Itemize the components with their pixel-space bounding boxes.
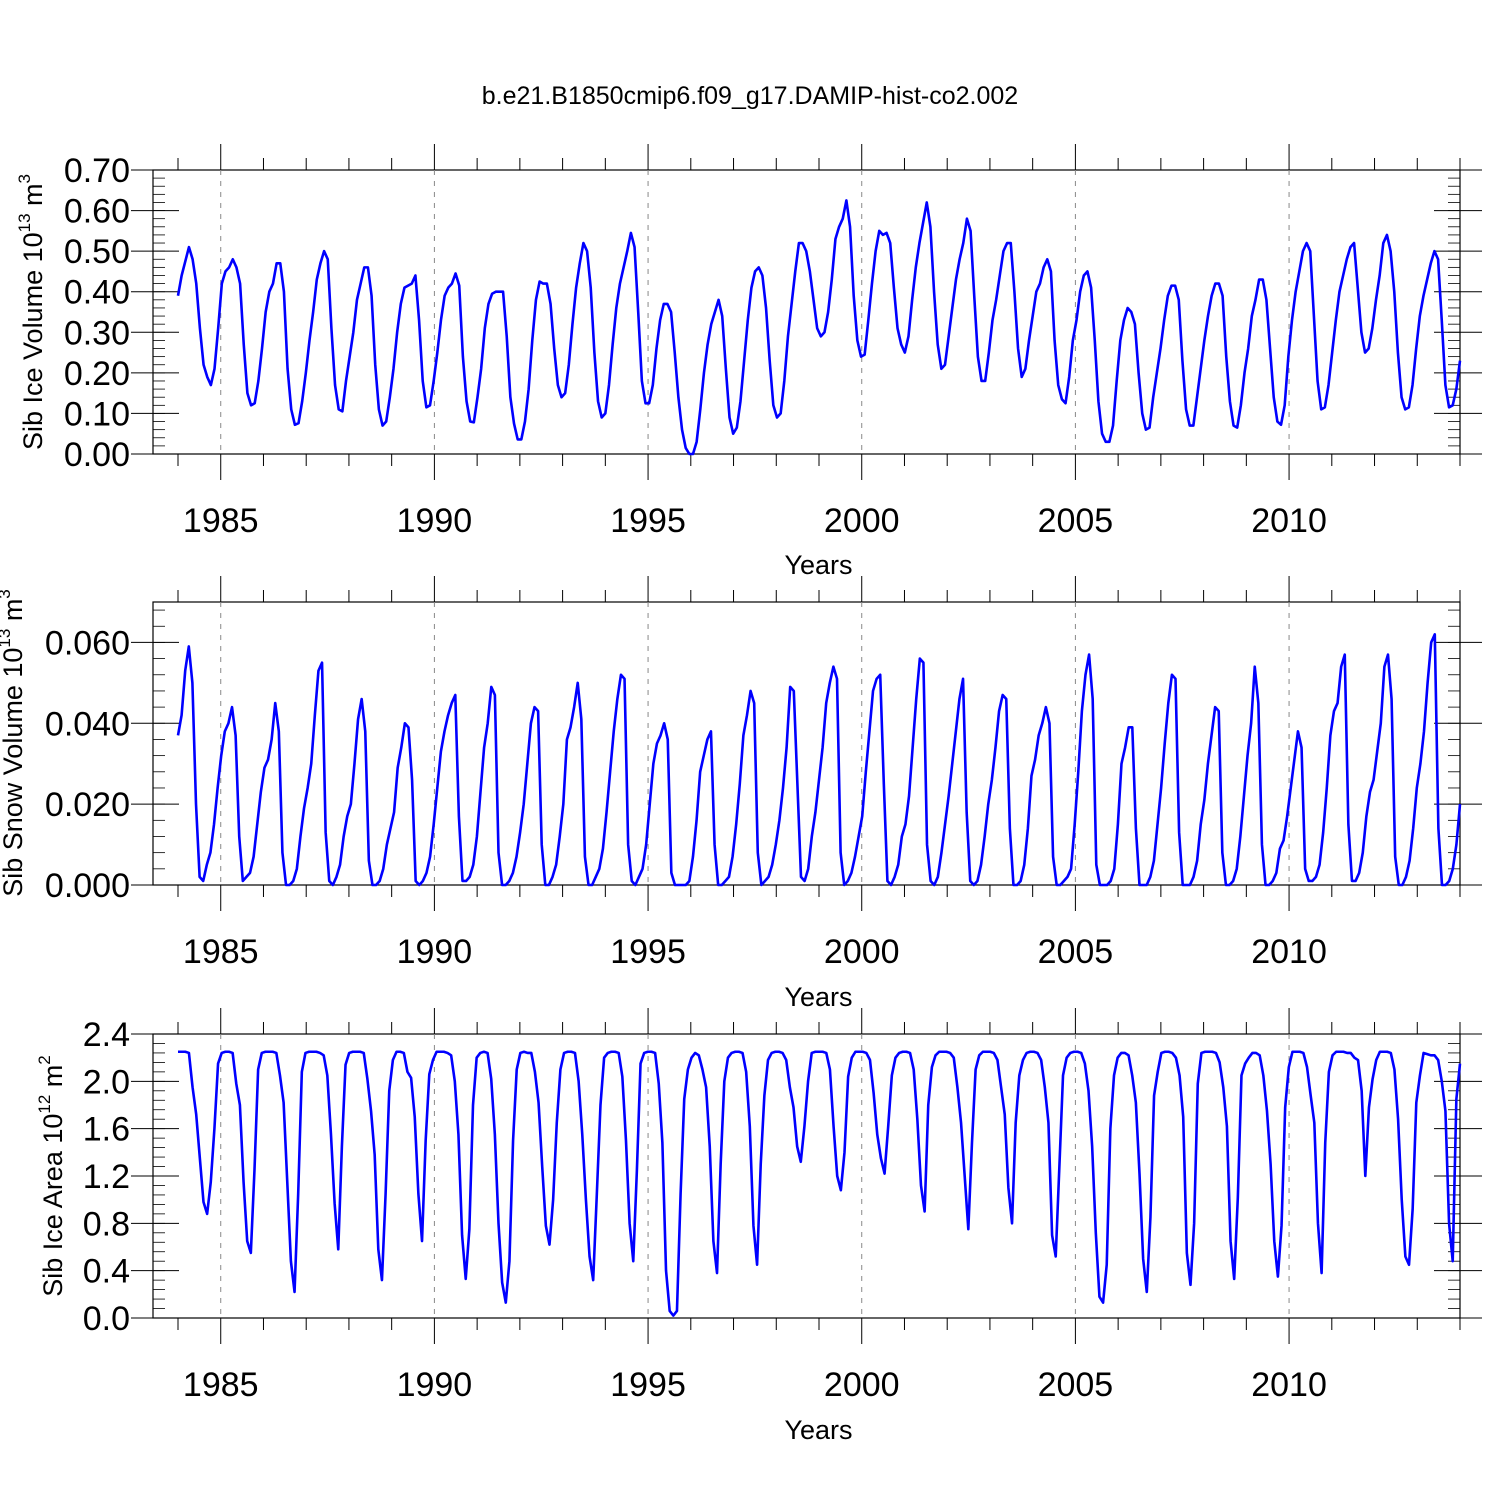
ice-area-ylabel-unit: m xyxy=(38,1065,68,1095)
ice-area-series-line xyxy=(178,1050,1462,1317)
ice-volume-xtick-label-1990: 1990 xyxy=(397,502,473,540)
snow-volume-ytick-label-2: 0.040 xyxy=(45,705,130,743)
ice-area-ytick-label-3: 1.2 xyxy=(83,1158,130,1196)
snow-volume-xtick-label-1990: 1990 xyxy=(397,933,473,971)
snow-volume-series-line xyxy=(176,633,1462,887)
snow-volume-ytick-label-1: 0.020 xyxy=(45,786,130,824)
ice-area-ytick-label-0: 0.0 xyxy=(83,1300,130,1338)
ice-volume-ytick-label-5: 0.50 xyxy=(64,233,130,271)
ice-volume-xlabel: Years xyxy=(784,550,852,580)
snow-volume-plot-frame xyxy=(152,601,1461,886)
ice-volume-xtick-label-2005: 2005 xyxy=(1038,502,1114,540)
ice-volume-xtick-label-1985: 1985 xyxy=(183,502,259,540)
ice-volume-plot-frame xyxy=(152,169,1461,455)
snow-volume-panel: 1985 1990 1995 2000 2005 2010 Years 0.000 0.020 0… xyxy=(0,576,1482,1012)
ice-volume-ytick-label-4: 0.40 xyxy=(64,274,130,312)
ice-volume-ytick-label-0: 0.00 xyxy=(64,436,130,474)
ice-area-xtick-label-2005: 2005 xyxy=(1038,1366,1114,1404)
ice-volume-ytick-label-3: 0.30 xyxy=(64,314,130,352)
snow-volume-xtick-label-1985: 1985 xyxy=(183,933,259,971)
snow-volume-xtick-label-2000: 2000 xyxy=(824,933,900,971)
snow-volume-xtick-label-2010: 2010 xyxy=(1251,933,1327,971)
ice-volume-ytick-label-6: 0.60 xyxy=(64,193,130,231)
figure-title: b.e21.B1850cmip6.f09_g17.DAMIP-hist-co2.… xyxy=(482,82,1018,110)
ice-area-ytick-label-1: 0.4 xyxy=(83,1253,130,1291)
snow-volume-ytick-label-0: 0.000 xyxy=(45,867,130,905)
ice-area-xtick-label-2010: 2010 xyxy=(1251,1366,1327,1404)
snow-volume-ylabel-text: Sib Snow Volume 10 xyxy=(0,648,28,897)
snow-volume-xlabel: Years xyxy=(784,982,852,1012)
snow-volume-xtick-label-2005: 2005 xyxy=(1038,933,1114,971)
snow-volume-ylabel-exp: 13 xyxy=(0,629,14,648)
ice-area-ytick-label-4: 1.6 xyxy=(83,1111,130,1149)
ice-volume-xtick-label-1995: 1995 xyxy=(610,502,686,540)
ice-area-xtick-label-1995: 1995 xyxy=(610,1366,686,1404)
ice-area-xtick-label-1985: 1985 xyxy=(183,1366,259,1404)
ice-area-panel: 1985 1990 1995 2000 2005 2010 Years 0.0 0.4 0.8 1.… xyxy=(35,1008,1482,1445)
snow-volume-xtick-label-1995: 1995 xyxy=(610,933,686,971)
ice-volume-ytick-label-1: 0.10 xyxy=(64,395,130,433)
ice-area-ytick-label-2: 0.8 xyxy=(83,1205,130,1243)
snow-volume-ylabel: Sib Snow Volume 1013 m3 xyxy=(0,589,28,897)
snow-volume-ylabel-unit: m xyxy=(0,599,28,629)
snow-volume-ytick-label-3: 0.060 xyxy=(45,624,130,662)
ice-area-xlabel: Years xyxy=(784,1415,852,1445)
ice-area-ylabel-text: Sib Ice Area 10 xyxy=(38,1114,68,1297)
ice-volume-ytick-label-2: 0.20 xyxy=(64,355,130,393)
ice-area-xtick-label-1990: 1990 xyxy=(397,1366,473,1404)
ice-volume-ylabel-exp: 13 xyxy=(15,213,34,232)
ice-volume-panel: 1985 1990 1995 2000 2005 2010 Years 0.000.100.2… xyxy=(15,144,1482,580)
ice-volume-ytick-label-7: 0.70 xyxy=(64,152,130,190)
ice-volume-ylabel: Sib Ice Volume 1013 m3 xyxy=(15,174,48,450)
ice-area-ylabel: Sib Ice Area 1012 m2 xyxy=(35,1055,68,1297)
ice-volume-ylabel-text: Sib Ice Volume 10 xyxy=(18,232,48,450)
ice-volume-xtick-label-2010: 2010 xyxy=(1251,502,1327,540)
ice-area-ytick-label-6: 2.4 xyxy=(83,1016,130,1054)
ice-volume-ylabel-unit: m xyxy=(18,183,48,213)
ice-area-xtick-label-2000: 2000 xyxy=(824,1366,900,1404)
ice-area-ylabel-unit-exp: 2 xyxy=(35,1055,54,1064)
ice-volume-xtick-label-2000: 2000 xyxy=(824,502,900,540)
ice-volume-ylabel-unit-exp: 3 xyxy=(15,174,34,183)
snow-volume-ylabel-unit-exp: 3 xyxy=(0,589,14,598)
ice-area-ytick-label-5: 2.0 xyxy=(83,1063,130,1101)
ice-volume-series-line xyxy=(176,199,1462,456)
ice-area-ylabel-exp: 12 xyxy=(35,1095,54,1114)
